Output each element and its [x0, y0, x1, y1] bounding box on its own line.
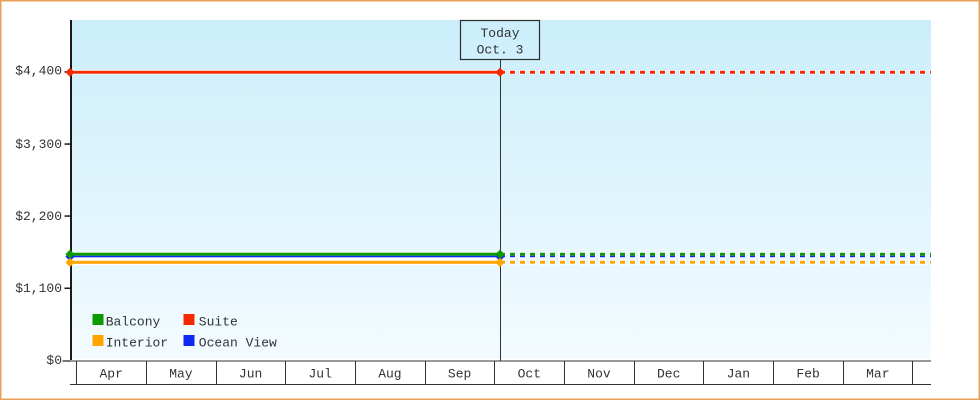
svg-text:Mar: Mar: [866, 367, 889, 382]
svg-text:Aug: Aug: [378, 367, 401, 382]
svg-text:Balcony: Balcony: [106, 314, 161, 329]
svg-text:$3,300: $3,300: [15, 137, 62, 152]
svg-text:Nov: Nov: [587, 367, 611, 382]
svg-text:Sep: Sep: [448, 367, 471, 382]
svg-text:$4,400: $4,400: [15, 63, 62, 78]
svg-text:Dec: Dec: [657, 367, 680, 382]
svg-text:Jun: Jun: [239, 367, 262, 382]
svg-text:Today: Today: [480, 26, 519, 41]
svg-text:Interior: Interior: [106, 335, 168, 350]
svg-text:$2,200: $2,200: [15, 209, 62, 224]
svg-text:$1,100: $1,100: [15, 281, 62, 296]
svg-text:Jul: Jul: [308, 367, 332, 382]
svg-text:Oct: Oct: [518, 367, 541, 382]
svg-text:Feb: Feb: [796, 367, 819, 382]
svg-text:Apr: Apr: [99, 367, 122, 382]
svg-text:Jan: Jan: [727, 367, 750, 382]
svg-text:Suite: Suite: [199, 314, 238, 329]
svg-text:$0: $0: [46, 353, 62, 368]
svg-text:Oct. 3: Oct. 3: [477, 43, 524, 58]
svg-text:Ocean View: Ocean View: [199, 335, 277, 350]
svg-text:May: May: [169, 367, 193, 382]
